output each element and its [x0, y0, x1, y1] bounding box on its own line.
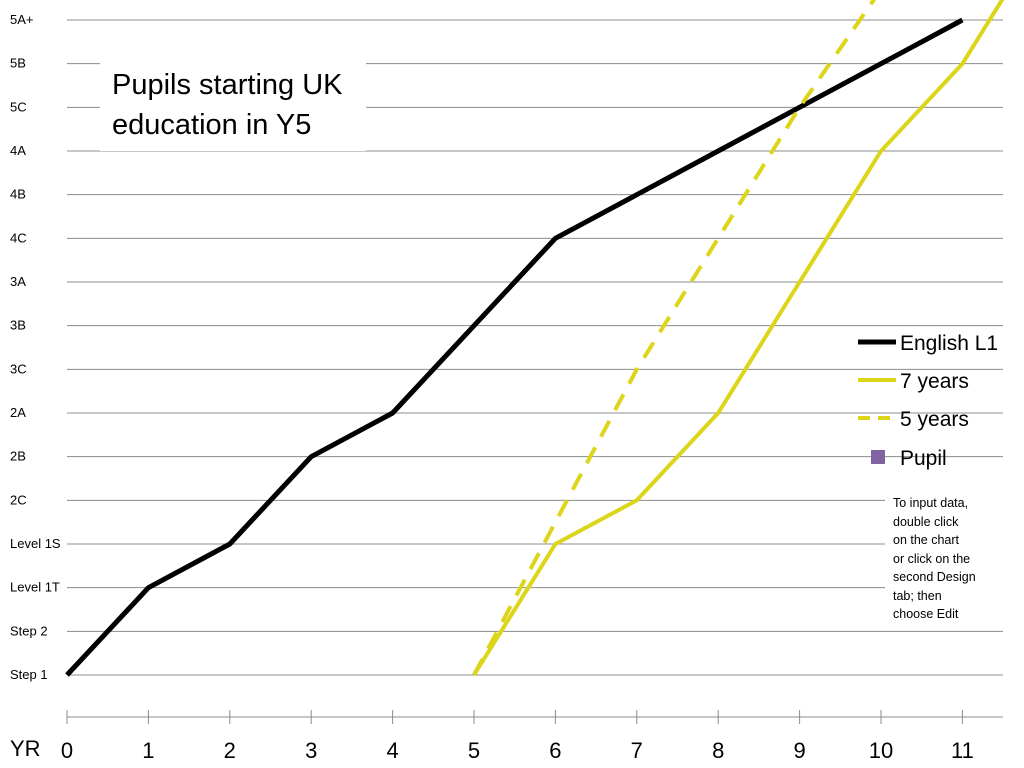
- legend-label: 7 years: [900, 370, 969, 393]
- legend-label: English L1: [900, 332, 998, 355]
- note-line: tab; then: [893, 588, 942, 603]
- x-tick-label: 3: [305, 738, 317, 763]
- y-tick-label: 5B: [10, 56, 26, 71]
- instruction-note: To input data, double click on the chart…: [885, 490, 1003, 630]
- y-tick-label: 2B: [10, 449, 26, 464]
- x-tick-label: 11: [951, 738, 974, 763]
- legend-label: 5 years: [900, 408, 969, 431]
- series-line: [472, 0, 1005, 677]
- chart-title-line: education in Y5: [112, 109, 312, 141]
- x-tick-label: 6: [549, 738, 561, 763]
- y-tick-label: 2A: [10, 405, 26, 420]
- x-axis-label: YR: [10, 736, 41, 761]
- note-line: double click: [893, 514, 959, 529]
- note-line: on the chart: [893, 533, 960, 547]
- y-tick-label: Step 1: [10, 667, 48, 682]
- series-line: [65, 17, 964, 677]
- chart-title: Pupils starting UK education in Y5: [100, 57, 366, 151]
- x-tick-label: 10: [869, 738, 893, 763]
- y-tick-label: Step 2: [10, 623, 48, 638]
- y-tick-label: Level 1S: [10, 536, 61, 551]
- x-tick-label: 1: [142, 738, 154, 763]
- note-line: second Design: [893, 570, 976, 584]
- note-line: or click on the: [893, 551, 971, 566]
- y-tick-label: 4B: [10, 187, 26, 202]
- y-tick-label: 3A: [10, 274, 26, 289]
- x-tick-label: 5: [468, 738, 480, 763]
- note-line: To input data,: [893, 496, 969, 510]
- x-tick-label: 4: [386, 738, 398, 763]
- series-line: [472, 0, 877, 676]
- y-tick-label: 4A: [10, 143, 26, 158]
- legend-label: Pupil: [900, 447, 947, 470]
- x-tick-label: 2: [224, 738, 236, 763]
- y-tick-label: 3B: [10, 318, 26, 333]
- note-line: choose Edit: [893, 607, 959, 621]
- y-tick-label: 4C: [10, 230, 27, 245]
- y-tick-label: 2C: [10, 492, 27, 507]
- y-tick-label: 3C: [10, 361, 27, 376]
- y-tick-label: Level 1T: [10, 580, 60, 595]
- y-tick-label: 5C: [10, 99, 27, 114]
- x-tick-label: 0: [61, 738, 73, 763]
- legend-marker: [871, 450, 885, 464]
- x-tick-label: 9: [793, 738, 805, 763]
- x-tick-label: 7: [631, 738, 643, 763]
- chart-title-line: Pupils starting UK: [112, 69, 343, 101]
- x-tick-label: 8: [712, 738, 724, 763]
- y-tick-label: 5A+: [10, 12, 34, 27]
